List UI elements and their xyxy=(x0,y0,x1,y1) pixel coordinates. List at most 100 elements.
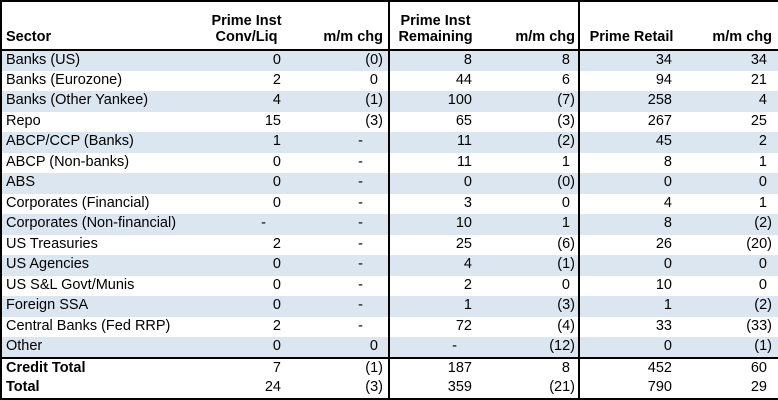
cell-prime-inst-conv-liq: 15 xyxy=(264,112,281,129)
cell-retail-mm-chg: 21 xyxy=(750,71,767,88)
cell-prime-retail: 267 xyxy=(647,112,672,129)
header-prime-retail: Prime Retail xyxy=(579,1,683,51)
header-prime-inst-conv-liq: Prime Inst Conv/Liq xyxy=(204,1,289,51)
cell-retail-mm-chg: (20) xyxy=(746,235,772,252)
cell-prime-retail: 26 xyxy=(655,235,672,252)
cell-prime-inst-remaining: 2 xyxy=(463,276,472,293)
cell-prime-inst-remaining: 25 xyxy=(455,235,472,252)
cell-sector: Foreign SSA xyxy=(1,296,204,317)
cell-conv-liq-mm-chg: (1) xyxy=(289,91,390,112)
cell-remaining-mm-chg: 8 xyxy=(481,356,580,379)
cell-remaining-mm-chg: (3) xyxy=(481,296,580,317)
cell-prime-inst-remaining: 11 xyxy=(456,153,472,170)
table-header: Sector Prime Inst Conv/Liq m/m chg Prime… xyxy=(1,1,778,51)
table-row: ABCP/CCP (Banks) 1-11 (2) 45 2 xyxy=(1,132,778,153)
cell-prime-inst-remaining: 1 xyxy=(389,296,481,317)
cell-prime-inst-conv-liq: 0 xyxy=(204,173,289,194)
cell-retail-mm-chg: 0 xyxy=(683,173,778,194)
cell-retail-mm-chg: 0 xyxy=(758,276,767,293)
table-body: Banks (US) 0 (0) 8 8 34 34 Banks (Eurozone) 2 0 44… xyxy=(1,50,778,399)
header-sector: Sector xyxy=(1,1,204,51)
cell-prime-inst-conv-liq: 0 xyxy=(204,337,289,358)
cell-retail-mm-chg: 2 xyxy=(683,132,778,153)
cell-prime-retail: 45 xyxy=(579,132,683,153)
cell-remaining-mm-chg: (2) xyxy=(481,132,580,153)
cell-remaining-mm-chg: 1 xyxy=(481,152,580,174)
table-row: US Agencies 0-4 (1) 0 0 xyxy=(1,255,778,276)
cell-sector: Repo xyxy=(6,112,41,129)
cell-retail-mm-chg: (2) xyxy=(683,296,778,317)
cell-prime-retail: 34 xyxy=(579,50,683,71)
cell-prime-retail: 33 xyxy=(655,317,672,334)
table-row: ABS 0-0 (0) 0 0 xyxy=(1,173,778,194)
cell-conv-liq-mm-chg: - xyxy=(289,132,390,153)
cell-conv-liq-mm-chg: (1) xyxy=(289,356,390,379)
cell-prime-retail: 4 xyxy=(663,194,672,211)
cell-retail-mm-chg: 29 xyxy=(750,379,767,396)
cell-remaining-mm-chg: 1 xyxy=(481,214,580,235)
cell-retail-mm-chg: 60 xyxy=(683,356,778,379)
table-row: Other 0 0- (12) 0 (1) xyxy=(1,337,778,358)
cell-retail-mm-chg: 1 xyxy=(758,194,767,211)
header-prime-inst-remaining: Prime Inst Remaining xyxy=(389,1,481,51)
header-mm-chg-3: m/m chg xyxy=(683,1,778,51)
cell-sector: Credit Total xyxy=(1,356,204,379)
cell-prime-inst-conv-liq: 0 xyxy=(272,276,281,293)
cell-conv-liq-mm-chg: - xyxy=(289,193,390,215)
cell-remaining-mm-chg: (12) xyxy=(481,337,580,358)
table-row: Corporates (Non-financial) - -10 1 8 (2) xyxy=(1,214,778,235)
cell-sector: Total xyxy=(6,379,40,396)
cell-conv-liq-mm-chg: (0) xyxy=(289,50,390,71)
cell-sector: Other xyxy=(1,337,204,358)
table-row: US S&L Govt/Munis 0-2 0 10 0 xyxy=(1,275,778,297)
table-row: Banks (US) 0 (0) 8 8 34 34 xyxy=(1,50,778,71)
cell-conv-liq-mm-chg: (3) xyxy=(289,111,390,133)
cell-remaining-mm-chg: (3) xyxy=(481,111,580,133)
cell-prime-inst-remaining: 8 xyxy=(389,50,481,71)
cell-conv-liq-mm-chg: - xyxy=(289,173,390,194)
header-row: Sector Prime Inst Conv/Liq m/m chg Prime… xyxy=(1,1,778,51)
cell-sector: Banks (Eurozone) xyxy=(6,71,123,88)
cell-remaining-mm-chg: 0 xyxy=(481,275,580,297)
cell-prime-inst-conv-liq: 2 xyxy=(272,71,281,88)
cell-remaining-mm-chg: (0) xyxy=(481,173,580,194)
header-mm-chg-2: m/m chg xyxy=(481,1,580,51)
header-mm-chg-1: m/m chg xyxy=(289,1,390,51)
cell-prime-retail: 8 xyxy=(579,214,683,235)
cell-remaining-mm-chg: (7) xyxy=(481,91,580,112)
cell-prime-inst-remaining: 100 xyxy=(389,91,481,112)
cell-sector: Banks (US) xyxy=(1,50,204,71)
header-prime-inst-conv-line1: Prime Inst xyxy=(211,13,282,30)
table-row: Repo 15 (3) 65 (3) 267 25 xyxy=(1,111,778,133)
cell-prime-inst-conv-liq: 0 xyxy=(272,153,281,170)
table-row: Corporates (Financial) 0-3 0 4 1 xyxy=(1,193,778,215)
cell-retail-mm-chg: 34 xyxy=(683,50,778,71)
cell-conv-liq-mm-chg: 0 xyxy=(289,70,390,92)
cell-prime-inst-remaining: 10 xyxy=(389,214,481,235)
cell-retail-mm-chg: 4 xyxy=(683,91,778,112)
cell-prime-retail: 452 xyxy=(579,356,683,379)
cell-remaining-mm-chg: (1) xyxy=(481,255,580,276)
cell-prime-inst-remaining: 72 xyxy=(455,317,472,334)
cell-prime-retail: 0 xyxy=(579,255,683,276)
cell-prime-retail: 94 xyxy=(655,71,672,88)
header-prime-inst-rem-line2: Remaining xyxy=(398,29,473,46)
cell-remaining-mm-chg: 0 xyxy=(481,193,580,215)
cell-prime-inst-remaining: 11 xyxy=(389,132,481,153)
cell-prime-retail: 0 xyxy=(579,337,683,358)
cell-sector: US Treasuries xyxy=(6,235,98,252)
table-row-total: Credit Total 7 (1) 187 8 452 60 xyxy=(1,356,778,379)
table-row-total: Total 24 (3) 359 (21) 790 29 xyxy=(1,378,778,399)
cell-conv-liq-mm-chg: (3) xyxy=(289,378,390,399)
cell-remaining-mm-chg: 8 xyxy=(481,50,580,71)
cell-sector: Corporates (Non-financial) xyxy=(1,214,204,235)
cell-conv-liq-mm-chg: - xyxy=(289,296,390,317)
cell-conv-liq-mm-chg: - xyxy=(289,316,390,338)
table-row: Central Banks (Fed RRP) 2- 72 (4) 33 (33) xyxy=(1,316,778,338)
cell-prime-inst-remaining: 4 xyxy=(389,255,481,276)
table-row: ABCP (Non-banks) 0-11 1 8 1 xyxy=(1,152,778,174)
table-row: US Treasuries 2- 25 (6) 26 (20) xyxy=(1,234,778,256)
cell-prime-retail: 258 xyxy=(579,91,683,112)
cell-retail-mm-chg: (1) xyxy=(683,337,778,358)
